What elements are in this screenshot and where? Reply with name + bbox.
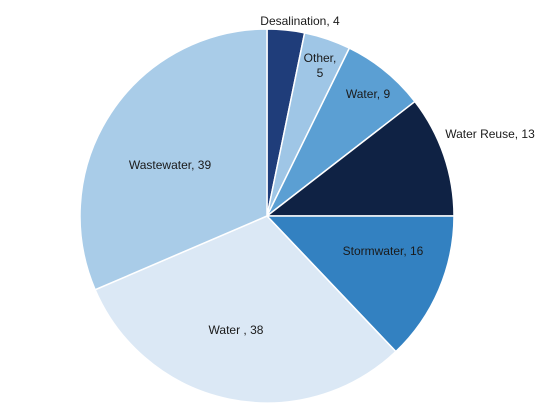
label-stormwater: Stormwater, 16 xyxy=(343,244,424,258)
pie-slice-6 xyxy=(79,28,268,291)
pie-slice-5 xyxy=(94,215,397,404)
pie-slice-4 xyxy=(265,215,455,353)
label-water-reuse: Water Reuse, 13 xyxy=(445,127,535,141)
label-water-small: Water, 9 xyxy=(346,87,391,101)
label-other-line1: Other, xyxy=(304,51,337,65)
label-water-large: Water , 38 xyxy=(209,323,264,337)
label-desalination: Desalination, 4 xyxy=(260,14,340,28)
pie-slices xyxy=(79,28,455,404)
label-other-line2: 5 xyxy=(317,66,324,80)
pie-labels: Desalination, 4 Other, 5 Water, 9 Water … xyxy=(129,14,535,337)
pie-slice-3 xyxy=(264,100,455,217)
label-wastewater: Wastewater, 39 xyxy=(129,158,212,172)
